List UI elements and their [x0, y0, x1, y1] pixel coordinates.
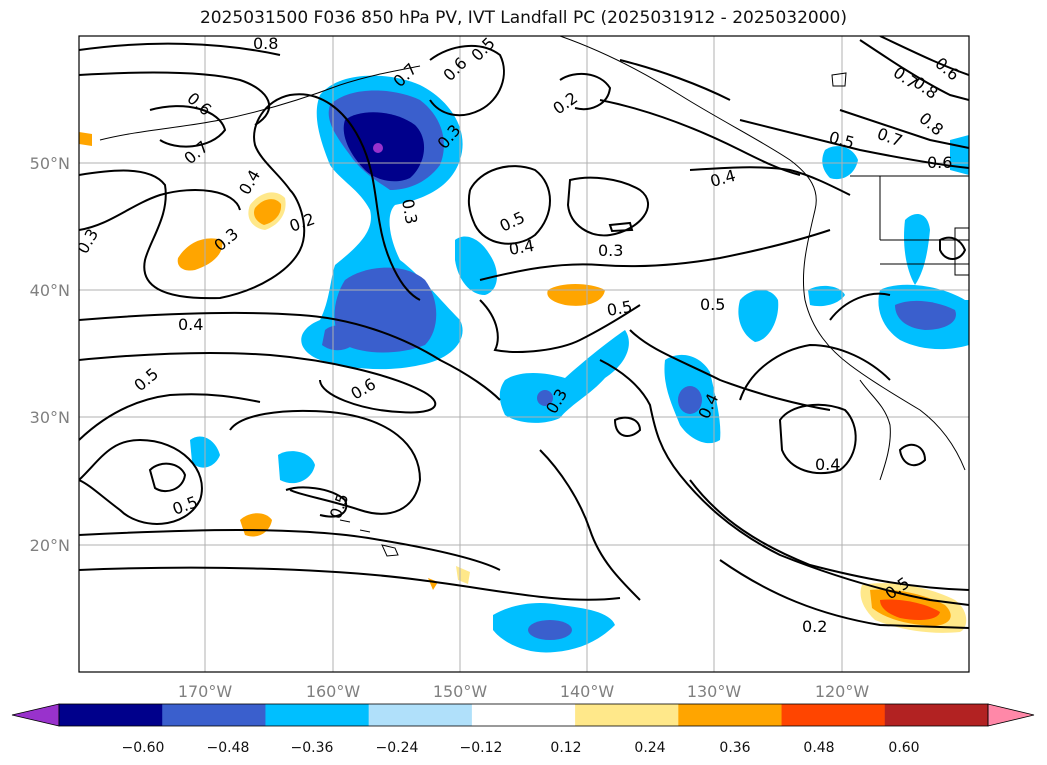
- colorbar-ticks: −0.60 −0.48 −0.36 −0.24 −0.12 0.12 0.24 …: [122, 740, 920, 756]
- contour-label: 0.5: [700, 295, 725, 314]
- colorbar-outline: [58, 703, 989, 727]
- contour-label: 0.4: [815, 455, 840, 474]
- colorbar: [11, 703, 1035, 727]
- colorbar-extend-max: [987, 703, 1035, 727]
- colorbar-segment: [265, 704, 370, 726]
- pv-negative-region: [808, 285, 845, 307]
- contour-label: 0.4: [507, 236, 535, 259]
- longitude-labels: 170°W 160°W 150°W 140°W 130°W 120°W: [178, 682, 870, 701]
- pv-negative-region: [334, 267, 437, 353]
- lon-label: 130°W: [687, 682, 742, 701]
- lat-label: 30°N: [30, 408, 70, 427]
- colorbar-segment: [678, 704, 783, 726]
- pv-positive-region: [547, 284, 605, 306]
- colorbar-segment: [368, 704, 473, 726]
- lon-label: 160°W: [306, 682, 361, 701]
- colorbar-tick-label: 0.24: [634, 740, 665, 756]
- colorbar-segment: [59, 704, 163, 726]
- contour-label: 0.3: [598, 241, 623, 260]
- lon-label: 150°W: [433, 682, 488, 701]
- pv-negative-region: [895, 300, 956, 330]
- contour-label: 0.2: [802, 617, 827, 636]
- contour-label: 0.3: [398, 197, 421, 225]
- colorbar-tick-label: −0.24: [376, 740, 419, 756]
- colorbar-segment: [884, 704, 989, 726]
- lon-label: 170°W: [178, 682, 233, 701]
- colorbar-tick-label: −0.36: [291, 740, 334, 756]
- colorbar-segment: [162, 704, 266, 726]
- colorbar-tick-label: 0.60: [888, 740, 919, 756]
- gridlines: [79, 36, 969, 672]
- colorbar-segment: [471, 704, 576, 726]
- lon-label: 140°W: [560, 682, 615, 701]
- pv-positive-region: [79, 132, 92, 146]
- colorbar-tick-label: −0.48: [207, 740, 250, 756]
- pv-negative-region: [950, 135, 969, 175]
- pv-negative-region: [322, 325, 360, 351]
- pv-shading: [79, 75, 969, 653]
- lat-label: 40°N: [30, 281, 70, 300]
- pv-negative-region: [343, 112, 425, 182]
- colorbar-tick-label: 0.12: [550, 740, 581, 756]
- colorbar-tick-label: 0.48: [803, 740, 834, 756]
- contour-label: 0.8: [253, 34, 278, 53]
- lat-label: 20°N: [30, 536, 70, 555]
- colorbar-segment: [575, 704, 679, 726]
- map-frame: [78, 35, 970, 673]
- contour-label: 0.5: [605, 297, 633, 320]
- pv-negative-region: [455, 236, 497, 295]
- pv-negative-region: [278, 451, 315, 484]
- contour-lines: [79, 36, 969, 629]
- pv-positive-region: [880, 599, 940, 620]
- contour-label: 0.6: [927, 153, 952, 172]
- colorbar-segment: [781, 704, 886, 726]
- colorbar-tick-label: −0.60: [122, 740, 165, 756]
- map-title: 2025031500 F036 850 hPa PV, IVT Landfall…: [199, 8, 847, 28]
- pv-negative-region: [499, 330, 629, 423]
- lat-label: 50°N: [30, 154, 70, 173]
- coastlines: [99, 36, 969, 557]
- contour-label: 0.4: [178, 315, 203, 334]
- colorbar-extend-min: [11, 703, 60, 727]
- pv-positive-region: [254, 199, 282, 225]
- colorbar-tick-label: −0.12: [460, 740, 503, 756]
- pv-positive-region: [177, 238, 223, 271]
- colorbar-tick-label: 0.36: [719, 740, 750, 756]
- pv-negative-region: [904, 214, 930, 285]
- pv-negative-region: [738, 289, 779, 342]
- lon-label: 120°W: [815, 682, 870, 701]
- latitude-labels: 50°N 40°N 30°N 20°N: [30, 154, 70, 555]
